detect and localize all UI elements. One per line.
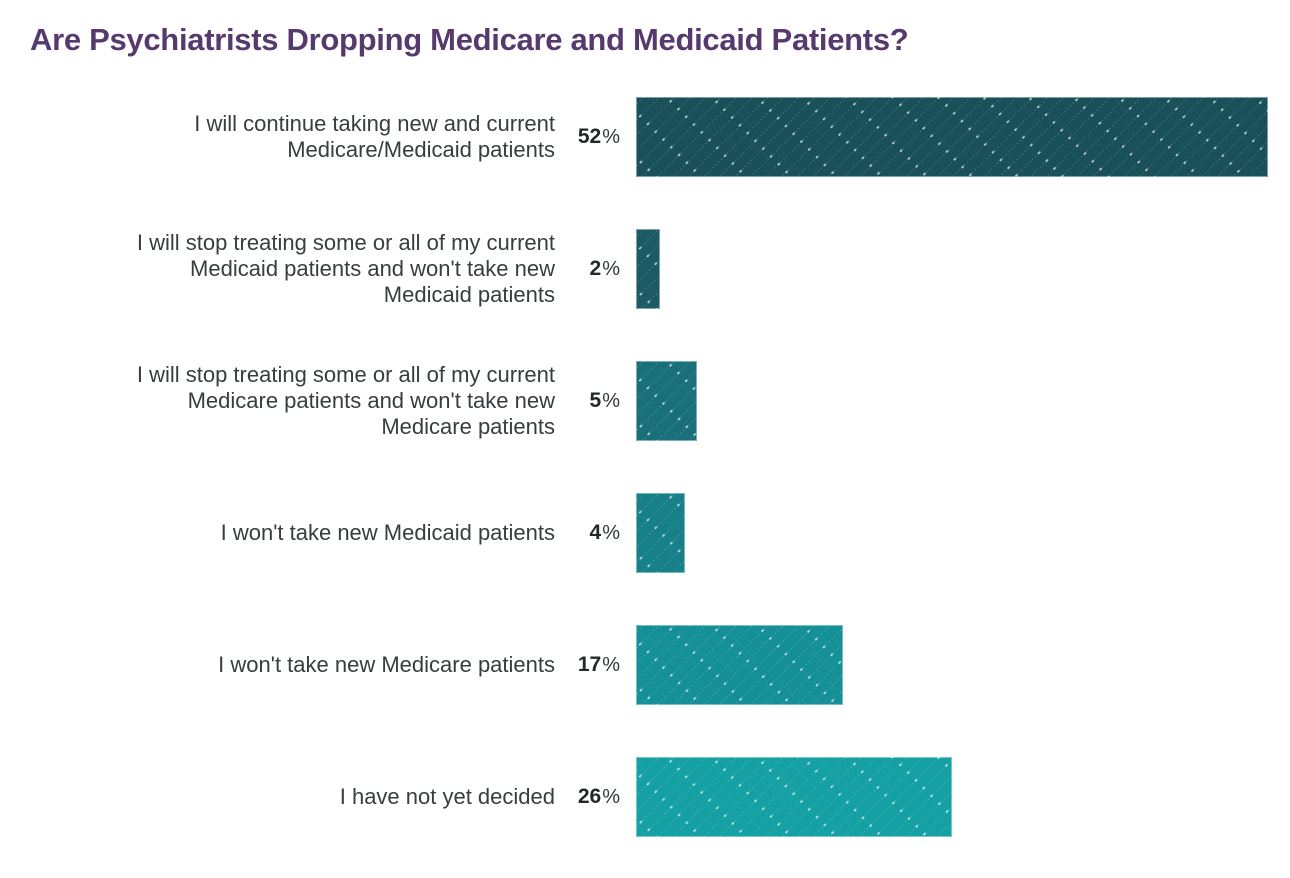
bar[interactable]: [636, 757, 952, 837]
value-number: 5: [589, 389, 602, 412]
chart-row: I have not yet decided 26%: [0, 757, 1290, 837]
percent-sign: %: [602, 654, 620, 676]
bar-pattern-overlay: [636, 625, 843, 705]
category-label: I have not yet decided: [339, 784, 555, 809]
percent-sign: %: [602, 522, 620, 544]
value-label: 17%: [555, 653, 620, 677]
value-label: 5%: [555, 389, 620, 413]
percent-sign: %: [602, 786, 620, 808]
category-label: I won't take new Medicaid patients: [220, 520, 555, 545]
category-label: I won't take new Medicare patients: [218, 652, 555, 677]
percent-sign: %: [602, 258, 620, 280]
bar-track: [636, 757, 1268, 837]
bar-pattern-overlay: [636, 493, 685, 573]
bar-pattern-overlay: [636, 229, 661, 309]
value-label: 26%: [555, 785, 620, 809]
bar-pattern-overlay: [636, 361, 697, 441]
value-label: 2%: [555, 257, 620, 281]
bar-track: [636, 493, 1268, 573]
chart-row: I won't take new Medicaid patients 4%: [0, 493, 1290, 573]
bar-pattern-overlay: [636, 757, 952, 837]
chart-row: I will continue taking new and current M…: [0, 97, 1290, 177]
bar-track: [636, 625, 1268, 705]
bar[interactable]: [636, 493, 685, 573]
percent-sign: %: [602, 126, 620, 148]
chart-title: Are Psychiatrists Dropping Medicare and …: [30, 22, 909, 57]
value-number: 26: [577, 785, 602, 808]
bar-track: [636, 97, 1268, 177]
bar[interactable]: [636, 625, 843, 705]
chart-row: I will stop treating some or all of my c…: [0, 361, 1290, 441]
bar-track: [636, 229, 1268, 309]
value-label: 52%: [555, 125, 620, 149]
bar-pattern-overlay: [636, 97, 1268, 177]
bar-track: [636, 361, 1268, 441]
value-label: 4%: [555, 521, 620, 545]
value-number: 4: [589, 521, 602, 544]
chart-row: I won't take new Medicare patients 17%: [0, 625, 1290, 705]
bar[interactable]: [636, 229, 661, 309]
value-number: 52: [577, 125, 602, 148]
value-number: 17: [577, 653, 602, 676]
bar[interactable]: [636, 361, 697, 441]
category-label: I will continue taking new and current M…: [194, 111, 555, 162]
category-label: I will stop treating some or all of my c…: [136, 230, 555, 307]
chart-row: I will stop treating some or all of my c…: [0, 229, 1290, 309]
percent-sign: %: [602, 390, 620, 412]
category-label: I will stop treating some or all of my c…: [136, 362, 555, 439]
bar[interactable]: [636, 97, 1268, 177]
value-number: 2: [589, 257, 602, 280]
